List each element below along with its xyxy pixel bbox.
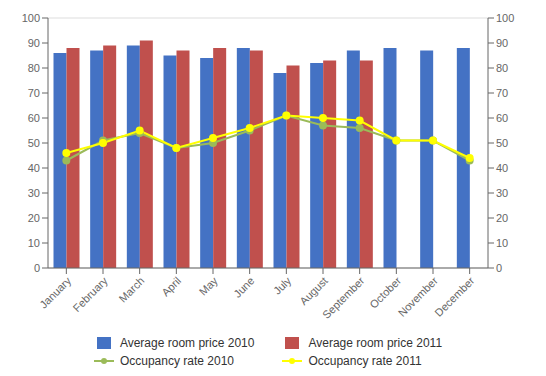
svg-text:July: July	[271, 274, 294, 297]
svg-text:40: 40	[28, 162, 40, 174]
svg-text:60: 60	[28, 112, 40, 124]
html-text:Occupancy rate 2010: Occupancy rate 2010	[119, 354, 234, 368]
svg-text:10: 10	[28, 237, 40, 249]
svg-text:August: August	[297, 274, 330, 307]
svg-text:June: June	[231, 274, 256, 299]
svg-text:February: February	[70, 274, 110, 314]
svg-text:60: 60	[496, 112, 508, 124]
svg-text:70: 70	[28, 87, 40, 99]
svg-text:November: November	[395, 274, 440, 319]
svg-text:70: 70	[496, 87, 508, 99]
svg-text:30: 30	[496, 187, 508, 199]
svg-text:90: 90	[28, 37, 40, 49]
svg-text:20: 20	[496, 212, 508, 224]
svg-text:50: 50	[28, 137, 40, 149]
svg-text:80: 80	[28, 62, 40, 74]
svg-text:90: 90	[496, 37, 508, 49]
svg-text:September: September	[320, 274, 367, 321]
svg-text:10: 10	[496, 237, 508, 249]
svg-text:April: April	[159, 274, 183, 298]
svg-text:100: 100	[496, 12, 514, 24]
svg-text:20: 20	[28, 212, 40, 224]
svg-text:January: January	[37, 274, 74, 311]
svg-text:40: 40	[496, 162, 508, 174]
svg-text:May: May	[197, 274, 221, 298]
svg-text:50: 50	[496, 137, 508, 149]
html-text:Occupancy rate 2011: Occupancy rate 2011	[308, 354, 422, 368]
svg-text:0: 0	[34, 262, 40, 274]
svg-text:30: 30	[28, 187, 40, 199]
svg-text:October: October	[367, 274, 403, 310]
svg-text:December: December	[432, 274, 477, 319]
svg-text:80: 80	[496, 62, 508, 74]
svg-text:0: 0	[496, 262, 502, 274]
svg-text:March: March	[117, 274, 147, 304]
svg-text:100: 100	[22, 12, 40, 24]
html-text:Average room price 2010: Average room price 2010	[119, 336, 255, 350]
html-text:Average room price 2011: Average room price 2011	[308, 336, 443, 350]
